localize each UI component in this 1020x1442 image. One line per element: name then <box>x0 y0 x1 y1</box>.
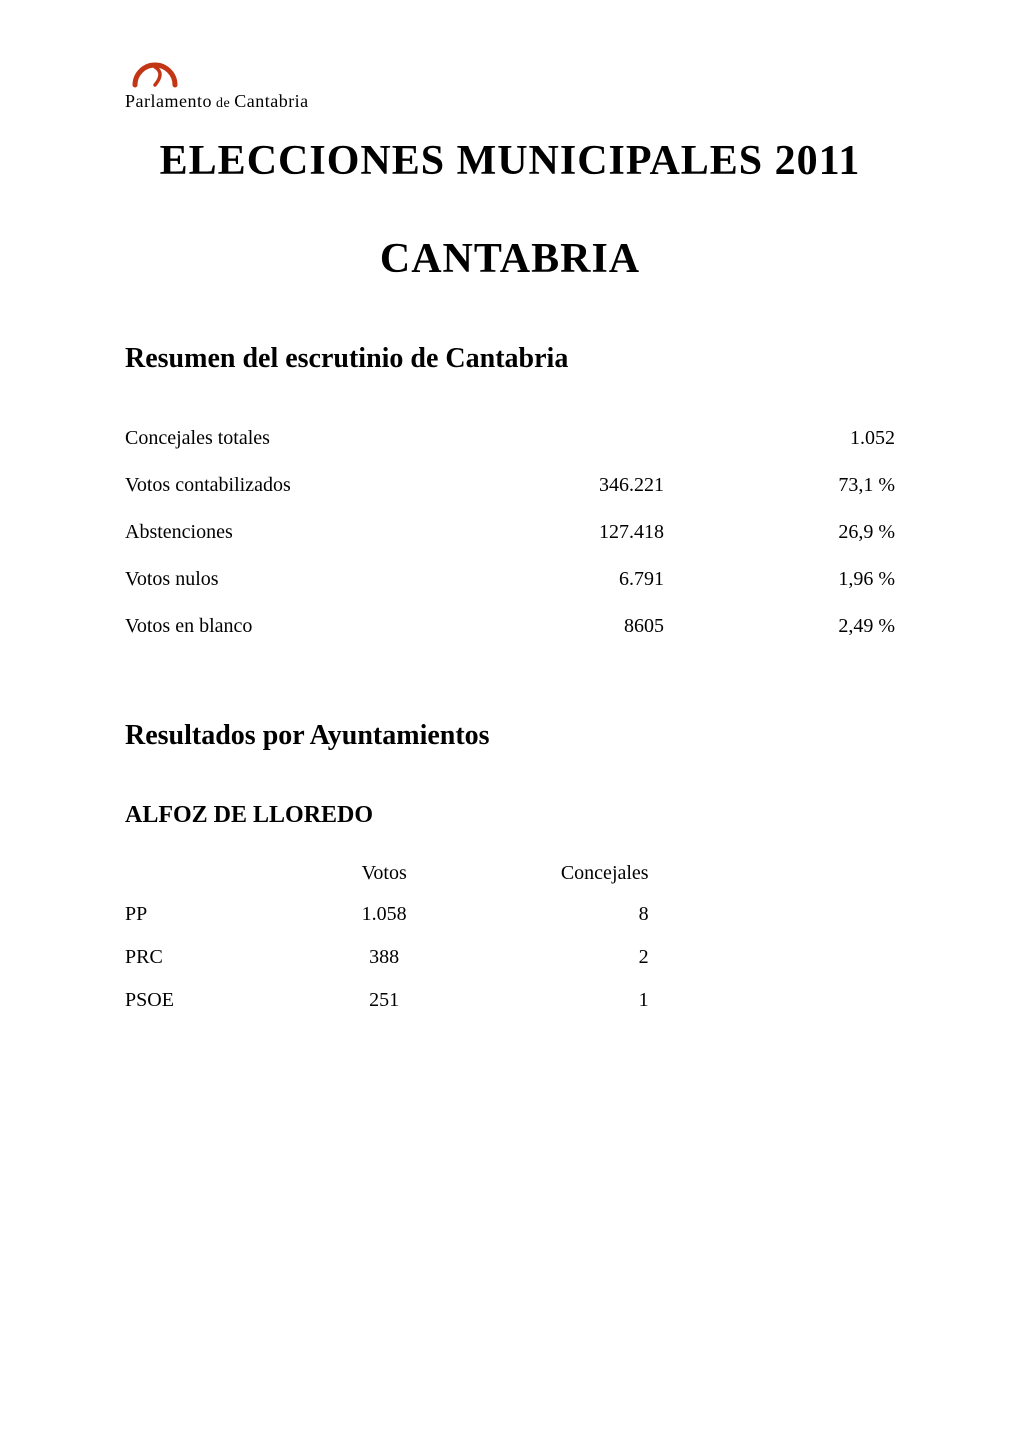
votos-cell: 1.058 <box>298 893 471 936</box>
party-header <box>125 854 298 893</box>
summary-num: 346.221 <box>433 462 664 509</box>
results-heading: Resultados por Ayuntamientos <box>125 720 895 752</box>
document-page: Parlamento de Cantabria ELECCIONES MUNIC… <box>0 0 1020 1442</box>
votos-cell: 388 <box>298 936 471 979</box>
logo-text-parlamento: Parlamento <box>125 91 212 111</box>
party-cell: PP <box>125 893 298 936</box>
summary-num <box>433 415 664 462</box>
party-cell: PRC <box>125 936 298 979</box>
page-title-main: ELECCIONES MUNICIPALES 2011 <box>125 137 895 185</box>
summary-pct: 26,9 % <box>664 509 895 556</box>
summary-num: 8605 <box>433 603 664 650</box>
summary-pct: 73,1 % <box>664 462 895 509</box>
page-title-region: CANTABRIA <box>125 235 895 283</box>
logo-text: Parlamento de Cantabria <box>125 91 895 112</box>
summary-pct: 1,96 % <box>664 556 895 603</box>
party-cell: PSOE <box>125 979 298 1022</box>
votos-cell: 251 <box>298 979 471 1022</box>
table-row: Votos contabilizados 346.221 73,1 % <box>125 462 895 509</box>
votos-header: Votos <box>298 854 471 893</box>
summary-pct: 1.052 <box>664 415 895 462</box>
parliament-arc-icon <box>125 55 185 91</box>
table-row: Concejales totales 1.052 <box>125 415 895 462</box>
summary-label: Votos contabilizados <box>125 462 433 509</box>
summary-num: 6.791 <box>433 556 664 603</box>
summary-label: Abstenciones <box>125 509 433 556</box>
table-row: PP 1.058 8 <box>125 893 649 936</box>
table-row: Votos nulos 6.791 1,96 % <box>125 556 895 603</box>
summary-table: Concejales totales 1.052 Votos contabili… <box>125 415 895 650</box>
results-table: Votos Concejales PP 1.058 8 PRC 388 2 PS… <box>125 854 649 1022</box>
table-row: Votos en blanco 8605 2,49 % <box>125 603 895 650</box>
logo-text-cantabria: Cantabria <box>234 91 308 111</box>
summary-label: Votos nulos <box>125 556 433 603</box>
summary-num: 127.418 <box>433 509 664 556</box>
table-row: PSOE 251 1 <box>125 979 649 1022</box>
table-header-row: Votos Concejales <box>125 854 649 893</box>
logo-block: Parlamento de Cantabria <box>125 55 895 112</box>
concejales-cell: 1 <box>471 979 649 1022</box>
logo-text-de: de <box>212 96 234 111</box>
table-row: PRC 388 2 <box>125 936 649 979</box>
summary-heading: Resumen del escrutinio de Cantabria <box>125 343 895 375</box>
concejales-cell: 8 <box>471 893 649 936</box>
summary-pct: 2,49 % <box>664 603 895 650</box>
municipality-name: ALFOZ DE LLOREDO <box>125 802 895 829</box>
table-row: Abstenciones 127.418 26,9 % <box>125 509 895 556</box>
summary-label: Votos en blanco <box>125 603 433 650</box>
concejales-header: Concejales <box>471 854 649 893</box>
summary-label: Concejales totales <box>125 415 433 462</box>
concejales-cell: 2 <box>471 936 649 979</box>
